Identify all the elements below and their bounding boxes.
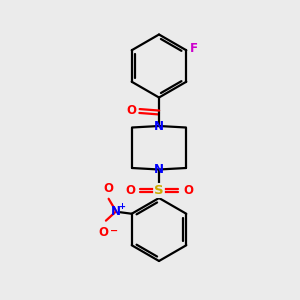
- Text: N: N: [154, 119, 164, 133]
- Text: O: O: [125, 184, 135, 197]
- Text: N: N: [111, 205, 121, 218]
- Text: −: −: [110, 226, 118, 236]
- Text: F: F: [190, 42, 198, 55]
- Text: O: O: [103, 182, 114, 195]
- Text: O: O: [127, 104, 136, 118]
- Text: N: N: [154, 163, 164, 176]
- Text: +: +: [118, 202, 126, 211]
- Text: O: O: [183, 184, 193, 197]
- Text: O: O: [98, 226, 109, 239]
- Text: S: S: [154, 184, 164, 197]
